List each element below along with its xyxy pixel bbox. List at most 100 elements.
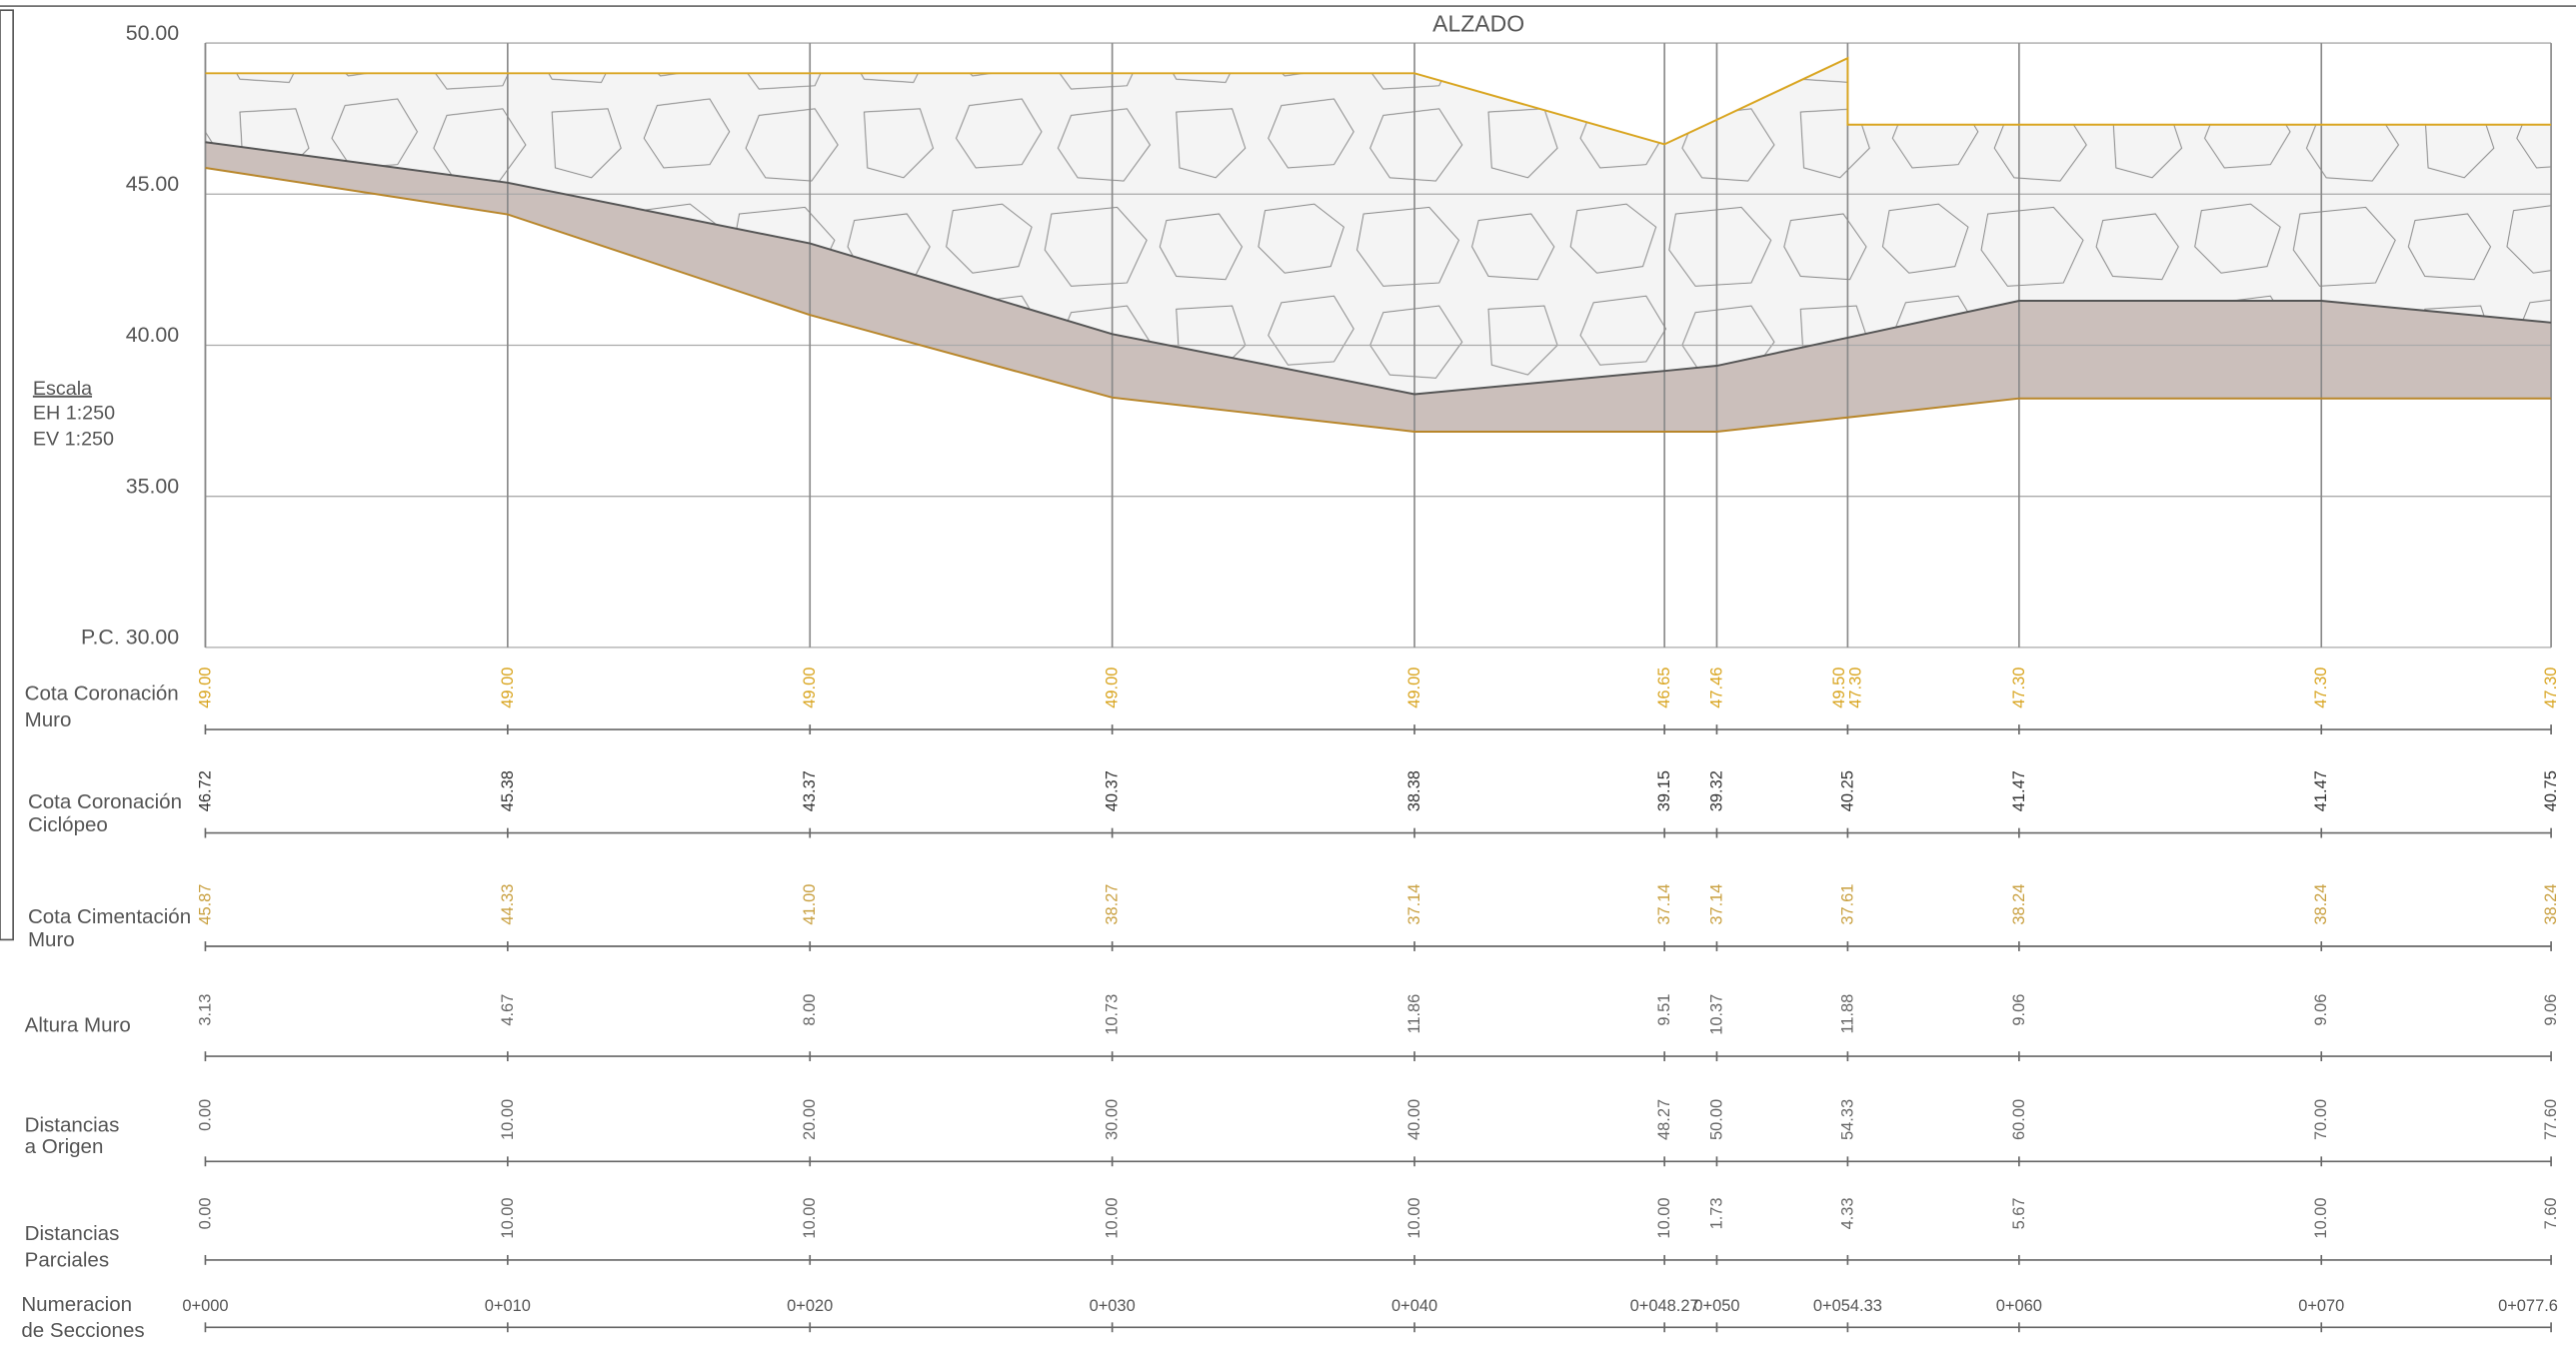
row-value: 41.47 <box>2010 770 2028 811</box>
row-value: 37.61 <box>1838 884 1856 925</box>
section-label: 0+077.6 <box>2498 1297 2558 1315</box>
row-value: 37.14 <box>1655 884 1673 925</box>
row-value: 10.00 <box>1405 1197 1423 1238</box>
row-value: 10.00 <box>2312 1197 2330 1238</box>
row-label: Distancias <box>25 1222 120 1245</box>
row-value: 38.24 <box>2010 884 2028 925</box>
row-value: 9.51 <box>1655 994 1673 1026</box>
row-label: Ciclópeo <box>28 813 108 836</box>
section-label: 0+010 <box>485 1297 531 1315</box>
row-value: 47.30 <box>2542 668 2560 708</box>
row-value: 40.00 <box>1405 1099 1423 1140</box>
row-value: 49.00 <box>1104 668 1122 708</box>
row-value: 60.00 <box>2010 1099 2028 1140</box>
row-value: 40.75 <box>2542 770 2560 811</box>
row-value: 45.87 <box>196 884 214 925</box>
section-label: 0+020 <box>787 1297 833 1315</box>
row-value: 4.33 <box>1838 1197 1856 1229</box>
row-value: 50.00 <box>1707 1099 1725 1140</box>
row-value: 54.33 <box>1838 1099 1856 1140</box>
section-label: 0+050 <box>1693 1297 1739 1315</box>
y-tick-label: P.C. 30.00 <box>81 626 179 650</box>
row-label: Parciales <box>25 1248 109 1271</box>
row-value: 10.73 <box>1104 994 1122 1035</box>
row-value: 11.86 <box>1405 994 1423 1034</box>
row-value: 37.14 <box>1405 884 1423 925</box>
row-value: 4.67 <box>499 994 517 1026</box>
row-value: 37.14 <box>1707 884 1725 925</box>
row-label: a Origen <box>25 1135 104 1158</box>
row-value: 70.00 <box>2312 1099 2330 1140</box>
row-value: 38.24 <box>2542 884 2560 925</box>
section-label: 0+060 <box>1996 1297 2042 1315</box>
row-value: 41.00 <box>801 884 819 925</box>
row-value: 5.67 <box>2010 1197 2028 1229</box>
row-label: Muro <box>28 928 75 951</box>
row-value: 10.00 <box>499 1197 517 1238</box>
row-value: 0.00 <box>196 1099 214 1131</box>
section-label: 0+000 <box>182 1297 228 1315</box>
y-tick-label: 40.00 <box>126 323 180 347</box>
row-value: 49.00 <box>196 668 214 708</box>
row-value: 10.37 <box>1707 994 1725 1035</box>
section-label: 0+030 <box>1090 1297 1136 1315</box>
row-label: Cota Coronación <box>28 790 182 813</box>
row-value: 46.65 <box>1655 668 1673 708</box>
row-value: 10.00 <box>1104 1197 1122 1238</box>
section-label: 0+040 <box>1391 1297 1437 1315</box>
row-value: 10.00 <box>1655 1197 1673 1238</box>
cyclopean-line <box>205 141 2552 396</box>
y-tick-label: 35.00 <box>126 474 180 498</box>
row-label: Numeracion <box>21 1293 132 1316</box>
row-value: 49.50 <box>1830 668 1848 708</box>
frame-top <box>0 5 2576 7</box>
row-value: 44.33 <box>499 884 517 925</box>
row-value: 39.32 <box>1707 770 1725 811</box>
row-value: 3.13 <box>196 994 214 1026</box>
row-value: 40.25 <box>1838 770 1856 811</box>
row-value: 49.00 <box>1405 668 1423 708</box>
concrete-area <box>205 142 2552 432</box>
row-value: 77.60 <box>2542 1099 2560 1140</box>
section-label: 0+070 <box>2298 1297 2344 1315</box>
row-value: 38.24 <box>2312 884 2330 925</box>
row-value: 39.15 <box>1655 770 1673 811</box>
row-value: 47.30 <box>1847 668 1865 708</box>
foundation-line <box>205 166 2552 433</box>
row-value: 46.72 <box>196 770 214 811</box>
scale-heading: Escala <box>33 378 92 400</box>
row-value: 43.37 <box>801 770 819 811</box>
row-value: 9.06 <box>2312 994 2330 1026</box>
row-value: 38.38 <box>1405 770 1423 811</box>
row-label: Muro <box>25 708 72 731</box>
row-value: 10.00 <box>801 1197 819 1238</box>
row-label: de Secciones <box>21 1319 144 1342</box>
row-value: 41.47 <box>2312 770 2330 811</box>
row-value: 48.27 <box>1655 1099 1673 1140</box>
title: ALZADO <box>1432 11 1524 37</box>
row-value: 38.27 <box>1104 884 1122 925</box>
row-value: 45.38 <box>499 770 517 811</box>
row-value: 47.30 <box>2312 668 2330 708</box>
y-tick-label: 50.00 <box>126 21 180 45</box>
row-value: 11.88 <box>1838 994 1856 1034</box>
row-value: 10.00 <box>499 1099 517 1140</box>
row-value: 47.30 <box>2010 668 2028 708</box>
row-value: 1.73 <box>1707 1197 1725 1229</box>
row-value: 30.00 <box>1104 1099 1122 1140</box>
row-value: 0.00 <box>196 1197 214 1229</box>
row-value: 8.00 <box>801 994 819 1026</box>
row-value: 20.00 <box>801 1099 819 1140</box>
row-label: Distancias <box>25 1114 120 1137</box>
scale-line: EH 1:250 <box>33 402 115 424</box>
section-label: 0+054.33 <box>1813 1297 1882 1315</box>
row-label: Cota Cimentación <box>28 905 191 928</box>
frame-left <box>0 9 14 941</box>
row-value: 49.00 <box>801 668 819 708</box>
masonry-area <box>205 58 2552 395</box>
section-label: 0+048.27 <box>1630 1297 1699 1315</box>
row-value: 9.06 <box>2010 994 2028 1026</box>
row-label: Altura Muro <box>25 1013 131 1036</box>
